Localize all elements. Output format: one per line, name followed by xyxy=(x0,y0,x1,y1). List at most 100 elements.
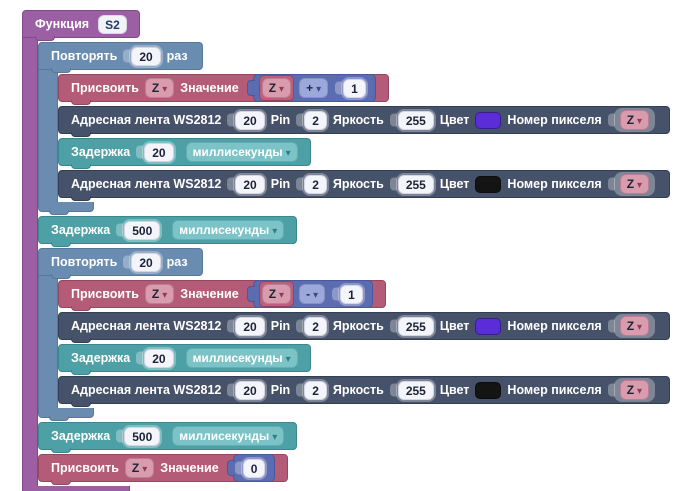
assign-variable-dropdown[interactable]: Z xyxy=(144,78,175,98)
ws2812-pixel-dropdown[interactable]: Z xyxy=(619,174,650,194)
ws2812-pin-field[interactable]: 2 xyxy=(304,174,327,194)
expr-variable-value: Z xyxy=(268,287,277,301)
variable-block[interactable]: Z xyxy=(258,281,295,307)
ws2812-brightness-socket: 255 xyxy=(395,108,436,132)
ws2812-leds-socket: 20 xyxy=(233,108,267,132)
color-picker-swatch[interactable] xyxy=(475,317,502,335)
ws2812-leds-field[interactable]: 20 xyxy=(235,316,265,336)
color-picker-swatch[interactable] xyxy=(475,381,502,399)
ws2812-leds-field[interactable]: 20 xyxy=(235,110,265,130)
delay-value-field[interactable]: 20 xyxy=(144,142,174,162)
repeat-block-header[interactable]: Повторять 20 раз xyxy=(38,42,203,73)
ws2812-pin-field[interactable]: 2 xyxy=(304,110,327,130)
ws2812-brightness-field[interactable]: 255 xyxy=(397,380,434,400)
assign-block-decrement[interactable]: Присвоить Z Значение Z - 1 xyxy=(58,280,386,311)
ws2812-block-off[interactable]: Адресная лента WS2812 20 Pin 2 Яркость 2… xyxy=(58,170,671,201)
repeat-count-field[interactable]: 20 xyxy=(131,252,161,272)
ws2812-block-on[interactable]: Адресная лента WS2812 20 Pin 2 Яркость 2… xyxy=(58,312,671,343)
ws2812-pixel-dropdown[interactable]: Z xyxy=(619,316,650,336)
color-picker-swatch[interactable] xyxy=(475,175,502,193)
dropdown-caret-icon xyxy=(286,351,291,365)
ws2812-pixel-socket: Z xyxy=(613,172,656,196)
ws2812-color-label: Цвет xyxy=(439,319,470,333)
ws2812-label: Адресная лента WS2812 xyxy=(71,319,222,333)
repeat-suffix-label: раз xyxy=(166,49,188,63)
delay-label: Задержка xyxy=(71,351,131,365)
ws2812-brightness-field[interactable]: 255 xyxy=(397,316,434,336)
variable-block[interactable]: Z xyxy=(258,75,295,101)
operator-dropdown[interactable]: + xyxy=(299,78,329,98)
expr-variable-dropdown[interactable]: Z xyxy=(261,78,292,98)
block-connector xyxy=(71,132,91,137)
function-block[interactable]: Функция S2 Повторять 20 раз xyxy=(22,10,671,491)
ws2812-pixel-variable: Z xyxy=(626,177,635,191)
delay-unit-dropdown[interactable]: миллисекунды xyxy=(172,220,285,240)
delay-value-socket: 20 xyxy=(142,140,176,164)
delay-unit-dropdown[interactable]: миллисекунды xyxy=(172,426,285,446)
block-connector xyxy=(71,402,91,407)
ws2812-pin-socket: 2 xyxy=(302,172,329,196)
delay-block-long[interactable]: Задержка 500 миллисекунды xyxy=(38,422,298,453)
ws2812-brightness-label: Яркость xyxy=(332,383,384,397)
delay-value-field[interactable]: 500 xyxy=(124,426,161,446)
ws2812-pin-field[interactable]: 2 xyxy=(304,316,327,336)
ws2812-brightness-socket: 255 xyxy=(395,378,436,402)
block-connector xyxy=(51,242,71,247)
ws2812-block-off[interactable]: Адресная лента WS2812 20 Pin 2 Яркость 2… xyxy=(58,376,671,407)
assign-variable-dropdown[interactable]: Z xyxy=(124,458,155,478)
assign-value-label: Значение xyxy=(180,81,239,95)
expr-variable-dropdown[interactable]: Z xyxy=(261,284,292,304)
ws2812-leds-field[interactable]: 20 xyxy=(235,380,265,400)
ws2812-pixel-label: Номер пикселя xyxy=(507,113,602,127)
ws2812-pin-socket: 2 xyxy=(302,108,329,132)
ws2812-pixel-dropdown[interactable]: Z xyxy=(619,110,650,130)
assign-variable-dropdown[interactable]: Z xyxy=(144,284,175,304)
block-connector xyxy=(71,370,91,375)
ws2812-pixel-dropdown[interactable]: Z xyxy=(619,380,650,400)
value-field[interactable]: 0 xyxy=(242,458,266,478)
assign-block-zero[interactable]: Присвоить Z Значение 0 xyxy=(38,454,289,485)
repeat-block-foot xyxy=(38,202,94,215)
ws2812-color-label: Цвет xyxy=(439,177,470,191)
repeat-block-1[interactable]: Повторять 20 раз Присвоить Z Значени xyxy=(38,42,671,215)
ws2812-pin-field[interactable]: 2 xyxy=(304,380,327,400)
assign-variable-value: Z xyxy=(151,287,160,301)
delay-value-field[interactable]: 20 xyxy=(144,348,174,368)
repeat-block-2[interactable]: Повторять 20 раз Присвоить Z Значени xyxy=(38,248,671,421)
delay-value-field[interactable]: 500 xyxy=(124,220,161,240)
ws2812-brightness-field[interactable]: 255 xyxy=(397,174,434,194)
ws2812-label: Адресная лента WS2812 xyxy=(71,383,222,397)
function-block-header[interactable]: Функция S2 xyxy=(22,10,140,41)
operand-field[interactable]: 1 xyxy=(343,78,366,98)
math-expression-block[interactable]: Z + 1 xyxy=(252,74,376,102)
dropdown-caret-icon xyxy=(286,145,291,159)
ws2812-pixel-variable: Z xyxy=(626,319,635,333)
repeat-block-header[interactable]: Повторять 20 раз xyxy=(38,248,203,279)
operand-field[interactable]: 1 xyxy=(340,284,363,304)
block-connector xyxy=(71,164,91,169)
dropdown-caret-icon xyxy=(637,113,642,127)
ws2812-pin-socket: 2 xyxy=(302,378,329,402)
ws2812-leds-field[interactable]: 20 xyxy=(235,174,265,194)
operator-dropdown[interactable]: - xyxy=(299,284,326,304)
delay-block-short[interactable]: Задержка 20 миллисекунды xyxy=(58,344,311,375)
assign-block-increment[interactable]: Присвоить Z Значение Z + 1 xyxy=(58,74,389,105)
dropdown-caret-icon xyxy=(272,429,277,443)
delay-unit-dropdown[interactable]: миллисекунды xyxy=(185,142,298,162)
dropdown-caret-icon xyxy=(313,287,318,301)
delay-unit-dropdown[interactable]: миллисекунды xyxy=(185,348,298,368)
ws2812-pixel-label: Номер пикселя xyxy=(507,319,602,333)
ws2812-brightness-label: Яркость xyxy=(332,177,384,191)
function-name-badge[interactable]: S2 xyxy=(98,14,127,34)
delay-block-long[interactable]: Задержка 500 миллисекунды xyxy=(38,216,298,247)
color-picker-swatch[interactable] xyxy=(475,111,502,129)
math-expression-block[interactable]: Z - 1 xyxy=(252,280,373,308)
ws2812-block-on[interactable]: Адресная лента WS2812 20 Pin 2 Яркость 2… xyxy=(58,106,671,137)
delay-block-short[interactable]: Задержка 20 миллисекунды xyxy=(58,138,311,169)
number-value-block[interactable]: 0 xyxy=(232,454,276,482)
ws2812-brightness-field[interactable]: 255 xyxy=(397,110,434,130)
repeat-block-foot xyxy=(38,408,94,421)
block-connector xyxy=(71,196,91,201)
repeat-count-field[interactable]: 20 xyxy=(131,46,161,66)
